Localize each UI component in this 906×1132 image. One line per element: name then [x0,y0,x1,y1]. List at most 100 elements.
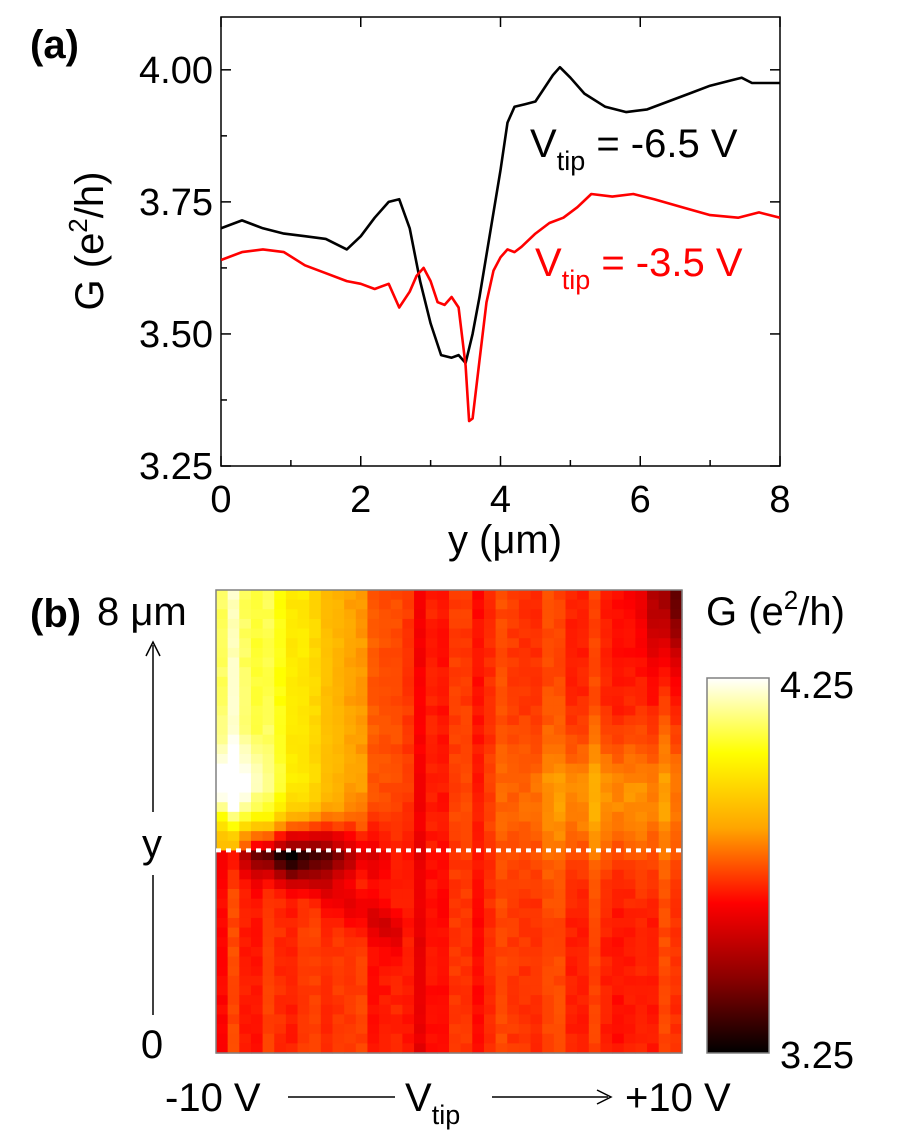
heatmap-cell [472,1024,485,1035]
heatmap-cell [309,850,322,861]
heatmap-cell [355,831,369,842]
heatmap-cell [460,676,473,688]
heatmap-cell [577,937,590,948]
heatmap-cell [635,985,648,996]
heatmap-cell [344,686,357,697]
heatmap-cell [635,946,648,958]
heatmap-cell [320,647,334,659]
heatmap-cell [518,1024,532,1035]
x-axis-start-label: -10 V [165,1076,261,1120]
heatmap-cell [390,782,403,794]
heatmap-cell [367,1024,380,1035]
heatmap-cell [390,917,403,929]
heatmap-cell [309,696,322,707]
heatmap-cell [518,802,532,813]
heatmap-cell [588,763,602,774]
heatmap-cell [227,937,240,948]
heatmap-cell [379,917,392,929]
heatmap-cell [658,898,671,909]
heatmap-cell [553,657,567,668]
heatmap-cell [658,879,671,890]
heatmap-cell [390,667,403,678]
heatmap-cell [483,1014,497,1025]
heatmap-cell [250,676,264,688]
heatmap-cell [553,782,567,794]
heatmap-cell [414,1024,427,1035]
heatmap-cell [425,686,438,697]
heatmap-cell [297,869,310,880]
heatmap-cell [472,1043,485,1054]
heatmap-cell [542,725,555,736]
heatmap-cell [297,628,310,639]
heatmap-cell [623,599,636,610]
heatmap-cell [344,1014,357,1025]
heatmap-cell [600,638,613,649]
heatmap-cell [588,985,602,996]
heatmap-cell [612,686,625,697]
heatmap-cell [262,705,275,716]
heatmap-cell [553,802,567,813]
heatmap-cell [449,917,462,929]
heatmap-cell [495,696,508,707]
heatmap-cell [588,628,602,639]
heatmap-cell [262,696,275,707]
heatmap-cell [530,638,543,649]
heatmap-cell [425,1004,438,1016]
heatmap-cell [670,792,683,803]
heatmap-cell [542,917,555,929]
heatmap-cell [320,725,334,736]
heatmap-cell [227,946,240,958]
heatmap-cell [262,1033,275,1044]
heatmap-cell [600,831,613,842]
heatmap-cell [285,705,299,716]
heatmap-cell [507,985,520,996]
heatmap-cell [285,917,299,929]
heatmap-cell [425,889,438,900]
heatmap-cell [297,850,310,861]
heatmap-cell [239,831,252,842]
heatmap-cell [530,657,543,668]
heatmap-cell [367,811,380,823]
heatmap-cell [507,850,520,861]
heatmap-cell [623,590,636,601]
heatmap-cell [379,985,392,996]
legend-black-main: V [530,122,557,166]
heatmap-cell [449,811,462,823]
heatmap-cell [309,1033,322,1044]
heatmap-cell [402,908,415,919]
panel-a: (a) 0 2 4 6 83.253.503.754.00 y (μm) G (e2/h… [30,16,791,562]
heatmap-cell [414,869,427,880]
heatmap-cell [449,927,462,938]
heatmap-cell [495,753,508,765]
heatmap-cell [577,811,590,823]
heatmap-cell [414,966,427,977]
heatmap-cell [320,618,334,630]
heatmap-cell [344,1024,357,1035]
heatmap-cell [483,676,497,688]
heatmap-cell [297,734,310,745]
heatmap-cell [425,802,438,813]
heatmap-cell [588,917,602,929]
heatmap-cell [402,618,415,630]
heatmap-cell [227,696,240,707]
heatmap-cell [250,937,264,948]
heatmap-cell [367,908,380,919]
heatmap-cell [553,840,567,852]
heatmap-cell [332,850,345,861]
heatmap-cell [565,782,578,794]
heatmap-cell [250,609,264,620]
heatmap-cell [332,792,345,803]
heatmap-cell [274,995,287,1006]
heatmap-cell [623,705,636,716]
heatmap-cell [472,782,485,794]
heatmap-cell [355,618,369,630]
heatmap-cell [285,715,299,726]
heatmap-cell [623,917,636,929]
heatmap-cell [274,889,287,900]
heatmap-cell [507,725,520,736]
heatmap-cell [635,628,648,639]
heatmap-cell [332,763,345,774]
heatmap-cell [437,821,450,832]
heatmap-cell [565,1014,578,1025]
heatmap-cell [320,975,334,987]
